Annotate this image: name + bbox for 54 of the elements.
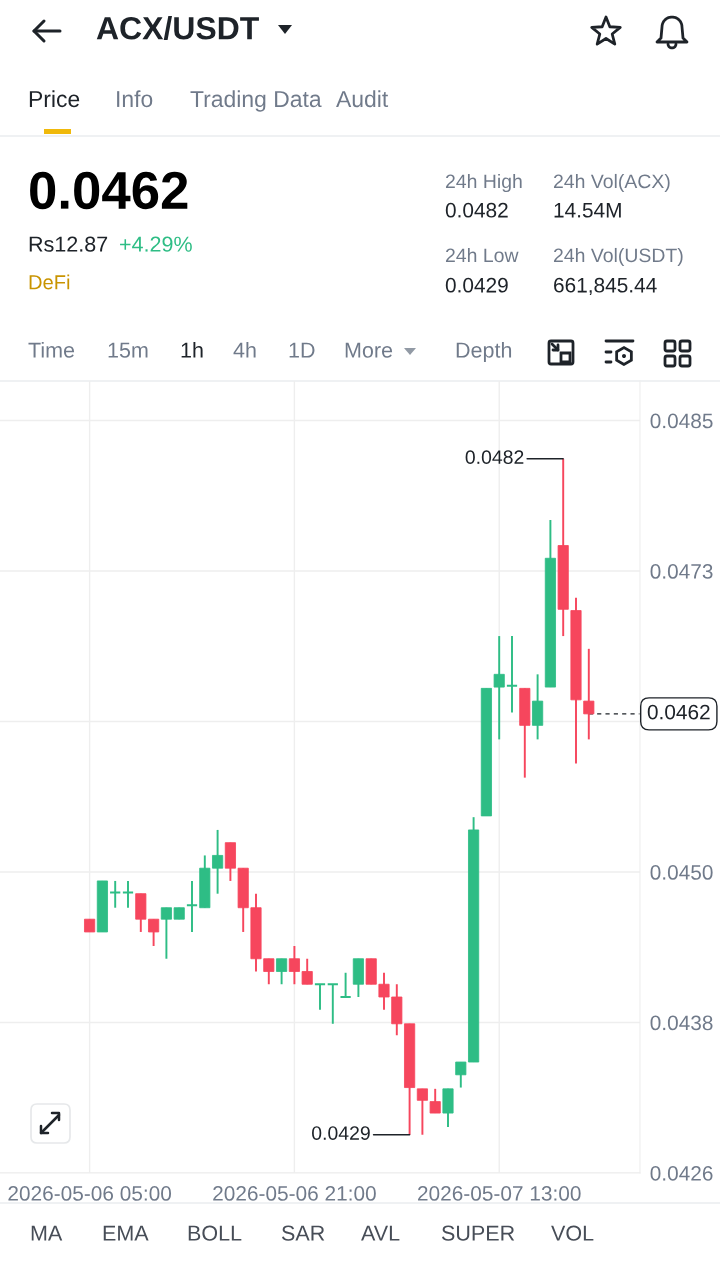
text: Price — [29, 90, 80, 108]
candlestick — [276, 957, 288, 986]
text: AVL — [361, 1225, 400, 1241]
ref-line-label: 0.0462 — [647, 704, 710, 720]
y-tick-label: 0.0450 — [650, 865, 713, 880]
text: Rs12.87 — [29, 236, 108, 252]
annotation: 0.0429 — [312, 1126, 370, 1140]
x-tick-label: 2026-05-06 21:00 — [213, 1186, 376, 1201]
text: BOLL — [188, 1225, 242, 1241]
text: 0.0462 — [30, 171, 188, 210]
text: SAR — [281, 1225, 325, 1241]
text: Time — [28, 341, 75, 358]
text: 0.0482 — [445, 202, 508, 218]
y-tick-label: 0.0473 — [650, 564, 713, 579]
candlestick — [493, 635, 505, 741]
y-tick-label: 0.0485 — [650, 413, 713, 429]
y-tick-label: 0.0426 — [650, 1166, 713, 1181]
text: 24h High — [445, 173, 522, 193]
text: More — [345, 342, 393, 358]
candlestick — [429, 1087, 441, 1115]
text: 4h — [233, 341, 256, 358]
text: 24h Vol(USDT) — [553, 247, 683, 267]
candlestick — [583, 647, 595, 741]
y-tick-label: 0.0438 — [650, 1015, 713, 1031]
text: Info — [117, 90, 153, 108]
text: Audit — [336, 90, 389, 108]
candlestick — [185, 879, 199, 933]
text: MA — [31, 1225, 63, 1241]
text: 24h Low — [445, 247, 519, 263]
text: Depth — [456, 341, 512, 363]
text: VOL — [551, 1225, 594, 1241]
text: 24h Vol(ACX) — [553, 173, 670, 193]
text: 661,845.44 — [554, 277, 657, 296]
x-tick-label: 2026-05-07 13:00 — [418, 1186, 581, 1201]
text: SUPER — [441, 1225, 515, 1241]
text: DeFi — [29, 274, 70, 290]
candlestick — [109, 879, 122, 909]
text: +4.29% — [120, 236, 192, 252]
text: 14.54M — [554, 203, 621, 218]
candlestick — [326, 983, 339, 1025]
text: 0.0429 — [445, 277, 508, 293]
chart-title: ACX/USDT — [96, 16, 259, 40]
candlestick — [416, 1087, 428, 1136]
candlestick — [313, 983, 327, 1011]
annotation: 0.0482 — [465, 450, 524, 465]
text: 15m — [108, 342, 148, 358]
x-tick-label: 2026-05-06 05:00 — [8, 1186, 172, 1201]
candlestick — [505, 635, 519, 714]
text: Trading Data — [190, 90, 322, 112]
text: 1D — [289, 342, 315, 358]
text: 1h — [181, 341, 203, 358]
candlestick — [339, 971, 352, 998]
text: EMA — [103, 1225, 149, 1241]
candlestick — [121, 879, 135, 909]
